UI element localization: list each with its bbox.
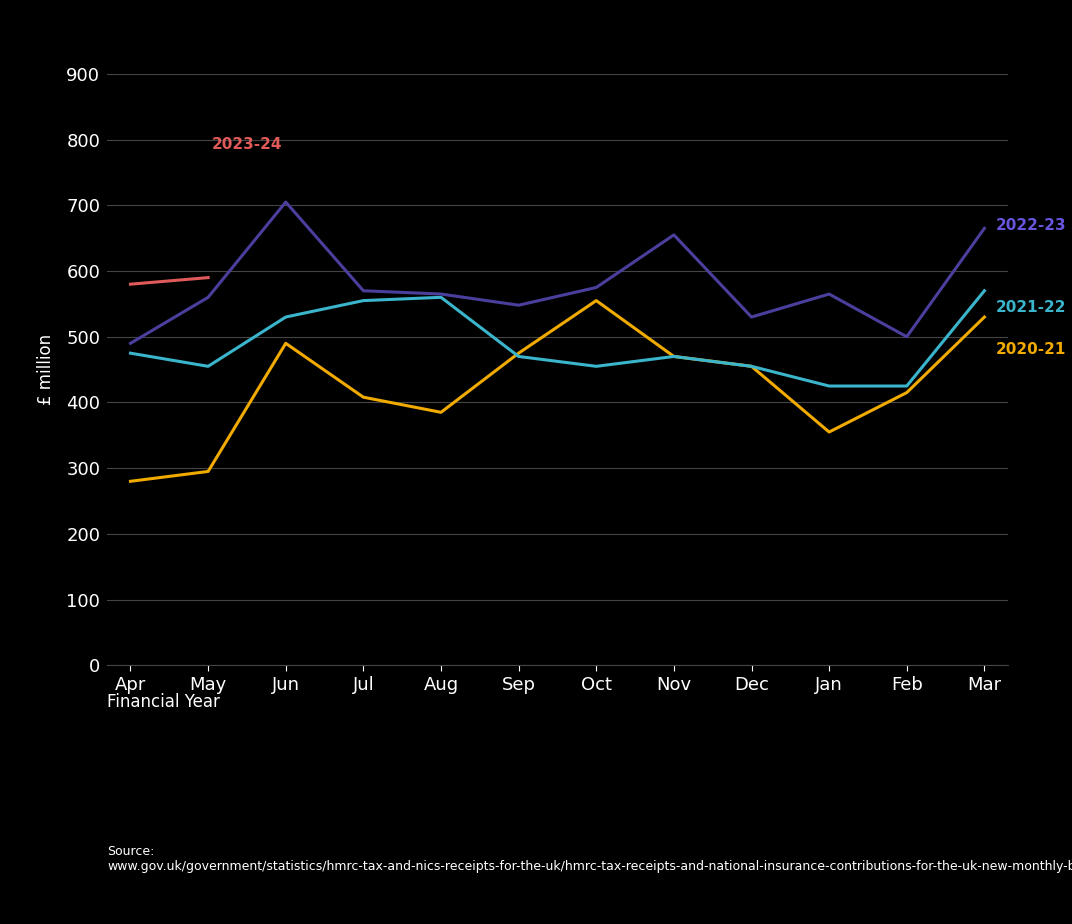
Text: 2022-23: 2022-23 <box>996 217 1067 233</box>
Y-axis label: £ million: £ million <box>38 334 55 405</box>
Text: Source:
www.gov.uk/government/statistics/hmrc-tax-and-nics-receipts-for-the-uk/h: Source: www.gov.uk/government/statistics… <box>107 845 1072 873</box>
Text: 2023-24: 2023-24 <box>212 138 283 152</box>
Text: Financial Year: Financial Year <box>107 693 220 711</box>
Text: 2020-21: 2020-21 <box>996 343 1067 358</box>
Text: 2021-22: 2021-22 <box>996 299 1067 315</box>
